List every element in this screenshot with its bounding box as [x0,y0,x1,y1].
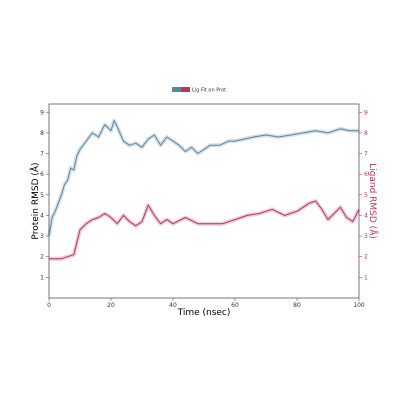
legend: Lig Fit on Prot [172,87,226,94]
left-tick-label: 1 [40,274,44,281]
plot-series [47,118,361,261]
legend-swatch-ligand [181,87,190,92]
bottom-tick-label: 40 [169,302,177,309]
right-tick-label: 3 [364,233,368,240]
right-tick-label: 9 [364,109,368,116]
series-line-ligand [49,200,360,260]
y-axis-title-right: Ligand RMSD (Å) [367,163,379,239]
right-tick-label: 2 [364,254,368,261]
right-axis-ticks: 1 2 3 4 5 6 7 8 9 [359,109,368,281]
series-band-ligand [49,199,361,261]
left-tick-label: 6 [40,171,44,178]
left-tick-label: 3 [40,233,44,240]
right-tick-label: 1 [364,274,368,281]
y-axis-title-left: Protein RMSD (Å) [29,162,41,239]
left-tick-label: 4 [40,212,44,219]
bottom-tick-label: 100 [353,302,365,309]
bottom-axis-ticks: 0 20 40 60 80 100 [47,298,365,309]
plot-frame [48,103,360,299]
bottom-tick-label: 60 [231,302,239,309]
left-axis-ticks: 1 2 3 4 5 6 7 8 9 [40,109,49,281]
left-tick-label: 8 [40,130,44,137]
bottom-tick-label: 80 [293,302,301,309]
series-line-protein [48,120,359,237]
left-tick-label: 2 [40,254,44,261]
right-tick-label: 5 [364,192,368,199]
x-axis-title: Time (nsec) [177,308,231,318]
right-tick-label: 8 [364,130,368,137]
right-tick-label: 7 [364,151,368,158]
left-tick-label: 5 [40,192,44,199]
left-tick-label: 9 [40,109,44,116]
bottom-tick-label: 0 [47,302,51,309]
right-tick-label: 6 [364,171,368,178]
bottom-tick-label: 20 [107,302,115,309]
right-tick-label: 4 [364,212,368,219]
legend-label: Lig Fit on Prot [192,88,226,94]
legend-swatch-protein [172,87,181,92]
left-tick-label: 7 [40,151,44,158]
